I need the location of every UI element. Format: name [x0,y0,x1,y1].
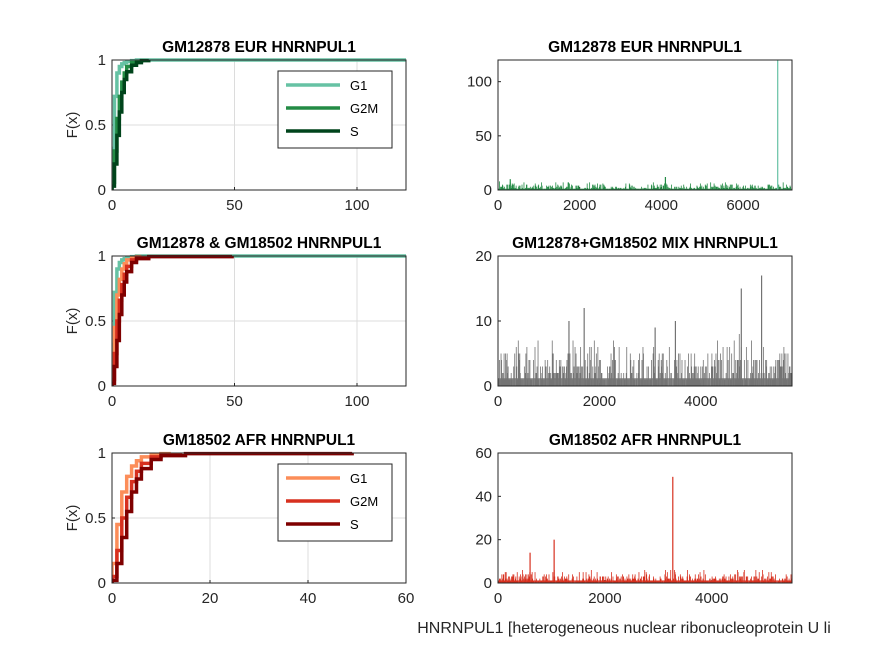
chart-hist_afr: 0 2000 4000 0 20 40 60 GM18502 AFR HNRNPUL1 [475,432,793,607]
chart-hist_mix: 0 2000 4000 0 10 20 GM12878+GM18502 MIX HNRNPU… [475,235,793,410]
cdf-series-line [112,58,151,190]
y-tick-label: 0 [98,575,106,592]
y-tick-label: 50 [475,128,492,145]
legend-label: S [350,517,359,532]
y-tick-label: 0.5 [85,117,106,134]
legend-label: G2M [350,494,378,509]
cdf-series-line [112,451,354,583]
axes-box [497,452,793,584]
plot-marks [498,275,792,386]
x-tick-label: 100 [344,197,369,214]
x-tick-label: 4000 [695,590,728,607]
y-tick-label: 100 [467,74,492,91]
y-tick-label: 0 [484,378,492,395]
plot-area [498,256,792,386]
x-tick-label: 4000 [645,197,678,214]
y-tick-label: 0 [484,575,492,592]
x-tick-label: 50 [226,197,243,214]
cdf-series-line [112,58,406,190]
y-tick-label: 0 [98,182,106,199]
y-tick-label: 10 [475,313,492,330]
chart-title: GM12878 EUR HNRNPUL1 [162,39,356,56]
y-tick-label: 0 [98,378,106,395]
chart-title: GM18502 AFR HNRNPUL1 [163,432,356,449]
chart-cdf_eur: 0 50 100 0 0.5 1 F(x) GM12878 EUR HNRNPUL1 G1 G2M… [64,39,407,214]
histogram-base [498,188,792,190]
legend: G1 G2M S [277,70,393,149]
axes-box [111,452,407,584]
y-axis-label: F(x) [64,112,81,139]
legend-label: G1 [350,471,367,486]
legend-label: S [350,124,359,139]
x-tick-label: 60 [398,590,415,607]
x-tick-label: 2000 [563,197,596,214]
chart-title: GM18502 AFR HNRNPUL1 [549,432,742,449]
axes-box [111,255,407,387]
y-tick-label: 0 [484,182,492,199]
x-tick-label: 50 [226,393,243,410]
x-tick-label: 4000 [684,393,717,410]
x-tick-label: 0 [108,393,116,410]
x-tick-label: 0 [494,197,502,214]
y-tick-label: 0.5 [85,510,106,527]
x-tick-label: 0 [494,590,502,607]
legend: G1 G2M S [277,463,393,542]
x-tick-label: 0 [108,197,116,214]
axes-box [111,59,407,191]
y-tick-label: 40 [475,488,492,505]
chart-title: GM12878 EUR HNRNPUL1 [548,39,742,56]
legend-label: G1 [350,78,367,93]
y-tick-label: 1 [98,445,106,462]
chart-title: GM12878+GM18502 MIX HNRNPUL1 [512,235,778,252]
x-tick-label: 20 [202,590,219,607]
y-axis-label: F(x) [64,505,81,532]
legend-label: G2M [350,101,378,116]
x-tick-label: 2000 [588,590,621,607]
x-tick-label: 6000 [726,197,759,214]
axes-box [497,59,793,191]
y-tick-label: 1 [98,248,106,265]
figure-xlabel: HNRNPUL1 [heterogeneous nuclear ribonucl… [417,620,831,637]
axes-box [497,255,793,387]
plot-marks [112,451,354,583]
x-tick-label: 0 [108,590,116,607]
histogram-base [498,580,792,583]
x-tick-label: 0 [494,393,502,410]
chart-cdf_mix: 0 50 100 0 0.5 1 F(x) GM12878 & GM18502 HNRNPUL… [64,235,407,410]
chart-hist_eur: 0 2000 4000 6000 0 50 100 GM12878 EUR HNRNPUL1 [467,39,793,214]
y-axis-label: F(x) [64,308,81,335]
y-tick-label: 0.5 [85,313,106,330]
plot-area [498,453,792,583]
plot-marks [112,254,406,386]
histogram-base [498,378,792,386]
plot-marks [498,476,792,583]
y-tick-label: 1 [98,52,106,69]
y-tick-label: 60 [475,445,492,462]
chart-title: GM12878 & GM18502 HNRNPUL1 [137,235,382,252]
x-tick-label: 100 [344,393,369,410]
plot-marks [498,60,792,190]
y-tick-label: 20 [475,532,492,549]
cdf-series-line [112,254,234,386]
x-tick-label: 2000 [583,393,616,410]
chart-cdf_afr: 0 20 40 60 0 0.5 1 F(x) GM18502 AFR HNRNPUL1 G1 G2… [64,432,414,607]
y-tick-label: 20 [475,248,492,265]
plot-marks [112,58,406,190]
plot-area [498,60,792,190]
x-tick-label: 40 [300,590,317,607]
